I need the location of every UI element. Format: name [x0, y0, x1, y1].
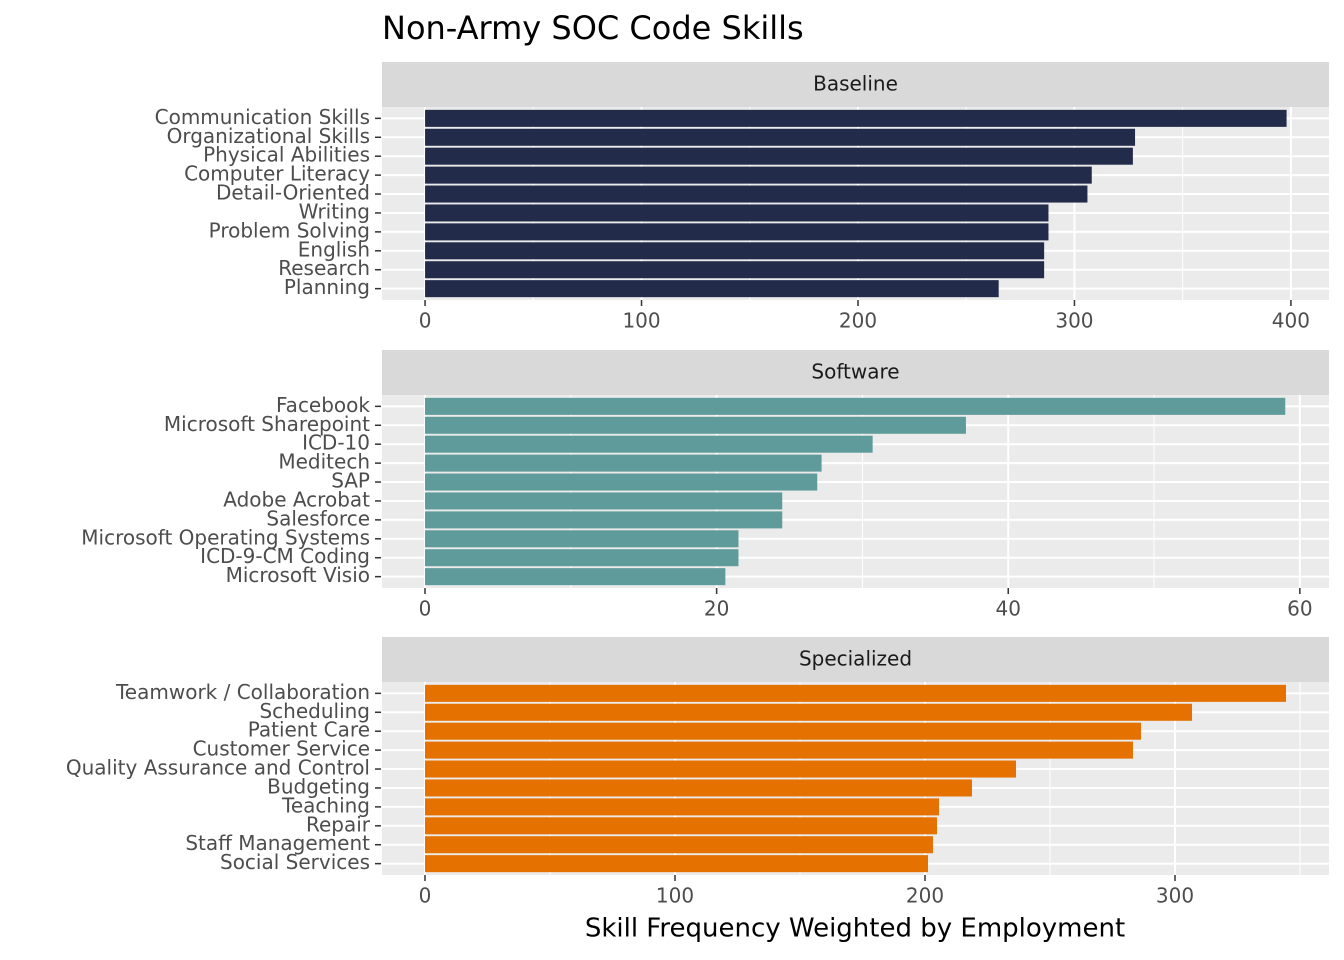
y-tick-label: Computer Literacy: [184, 162, 370, 186]
y-tick-label: Writing: [299, 199, 370, 223]
bar: [425, 109, 1287, 127]
y-tick-label: Research: [278, 256, 370, 280]
x-tick-label: 400: [1272, 309, 1310, 333]
bar: [425, 280, 999, 298]
y-tick-label: Adobe Acrobat: [223, 487, 370, 511]
bar: [425, 836, 933, 854]
bar: [425, 416, 966, 434]
y-tick-label: ICD-9-CM Coding: [200, 544, 370, 568]
x-tick-label: 0: [419, 309, 432, 333]
bar: [425, 397, 1286, 415]
y-tick-label: Microsoft Sharepoint: [164, 412, 370, 436]
bar: [425, 511, 783, 529]
y-tick-label: Budgeting: [267, 774, 370, 798]
facet-strip: [382, 350, 1329, 395]
x-tick-label: 300: [1156, 884, 1194, 908]
bar: [425, 242, 1045, 260]
bar: [425, 684, 1286, 702]
facet-title: Specialized: [799, 647, 912, 671]
chart-title: Non-Army SOC Code Skills: [382, 9, 804, 47]
y-tick-label: Customer Service: [193, 737, 370, 761]
y-tick-label: Repair: [306, 812, 371, 836]
bar: [425, 204, 1049, 222]
bar: [425, 798, 939, 816]
y-tick-label: Organizational Skills: [167, 124, 370, 148]
bar: [425, 147, 1133, 165]
bar: [425, 817, 937, 835]
y-tick-label: Meditech: [278, 450, 370, 474]
bar: [425, 722, 1141, 740]
bar: [425, 530, 739, 548]
y-tick-label: Problem Solving: [209, 218, 370, 242]
bar: [425, 703, 1192, 721]
bar: [425, 454, 822, 472]
x-tick-label: 100: [656, 884, 694, 908]
y-tick-label: Microsoft Visio: [226, 563, 370, 587]
bar: [425, 492, 783, 510]
bar: [425, 473, 818, 491]
x-tick-label: 200: [906, 884, 944, 908]
bar: [425, 261, 1045, 279]
x-tick-label: 0: [419, 597, 432, 621]
y-tick-label: Scheduling: [259, 699, 370, 723]
x-tick-label: 40: [996, 597, 1021, 621]
y-tick-label: Teaching: [281, 793, 370, 817]
y-tick-label: Microsoft Operating Systems: [81, 525, 370, 549]
x-tick-label: 300: [1055, 309, 1093, 333]
bar: [425, 760, 1016, 778]
x-tick-label: 20: [704, 597, 729, 621]
y-tick-label: Communication Skills: [155, 105, 370, 129]
y-tick-label: Detail-Oriented: [216, 181, 370, 205]
x-tick-label: 200: [839, 309, 877, 333]
bar: [425, 185, 1088, 203]
bar: [425, 166, 1092, 184]
y-tick-label: Patient Care: [248, 718, 370, 742]
bar: [425, 779, 972, 797]
y-tick-label: Social Services: [220, 850, 370, 874]
bar: [425, 435, 873, 453]
bar: [425, 568, 726, 586]
y-tick-label: ICD-10: [302, 431, 370, 455]
y-tick-label: Planning: [284, 275, 370, 299]
bar: [425, 223, 1049, 241]
facet-strip: [382, 637, 1329, 682]
facet-title: Software: [811, 360, 899, 384]
x-tick-label: 100: [622, 309, 660, 333]
y-tick-label: SAP: [331, 469, 370, 493]
bar: [425, 549, 739, 567]
y-tick-label: Staff Management: [185, 831, 370, 855]
y-tick-label: English: [298, 237, 370, 261]
facet-strip: [382, 62, 1329, 107]
y-tick-label: Quality Assurance and Control: [66, 756, 370, 780]
y-tick-label: Salesforce: [266, 506, 370, 530]
y-tick-label: Physical Abilities: [203, 143, 370, 167]
bar: [425, 741, 1133, 759]
x-tick-label: 60: [1287, 597, 1312, 621]
y-tick-label: Facebook: [276, 393, 370, 417]
x-axis-label: Skill Frequency Weighted by Employment: [585, 914, 1125, 944]
facet-title: Baseline: [813, 72, 898, 96]
x-tick-label: 0: [419, 884, 432, 908]
bar: [425, 855, 928, 873]
bar: [425, 128, 1136, 146]
y-tick-label: Teamwork / Collaboration: [115, 680, 370, 704]
